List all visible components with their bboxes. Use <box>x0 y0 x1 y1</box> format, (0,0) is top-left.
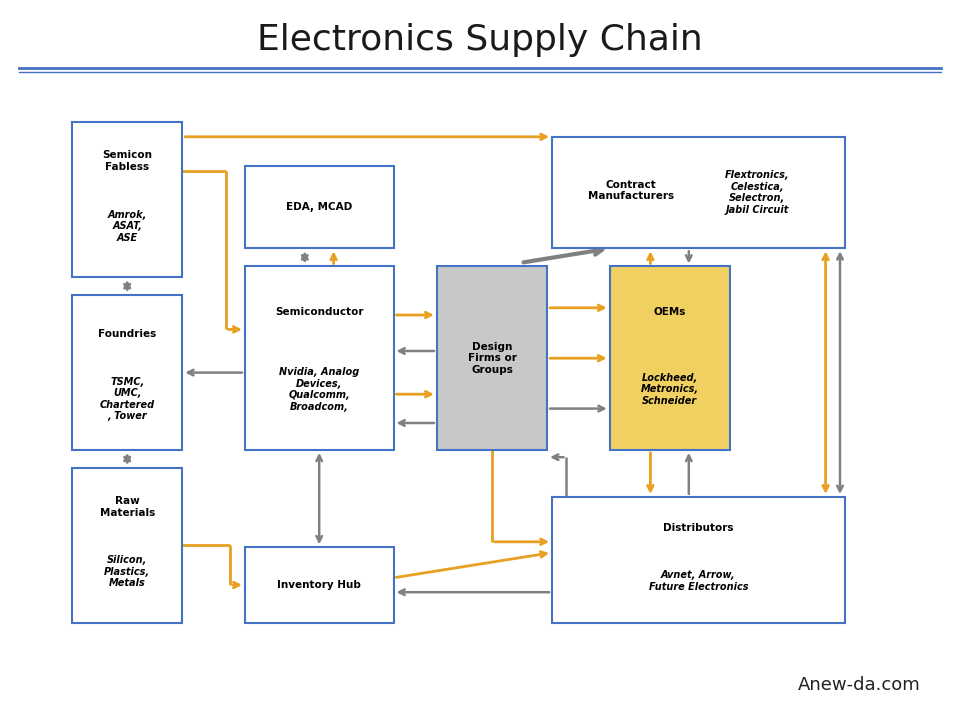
Text: Contract
Manufacturers: Contract Manufacturers <box>588 179 674 201</box>
Text: Silicon,
Plastics,
Metals: Silicon, Plastics, Metals <box>104 555 151 588</box>
Text: Nvidia, Analog
Devices,
Qualcomm,
Broadcom,: Nvidia, Analog Devices, Qualcomm, Broadc… <box>279 367 359 412</box>
FancyBboxPatch shape <box>552 497 845 623</box>
Text: Anew-da.com: Anew-da.com <box>798 677 921 694</box>
Text: Electronics Supply Chain: Electronics Supply Chain <box>257 22 703 57</box>
FancyBboxPatch shape <box>245 266 394 450</box>
FancyBboxPatch shape <box>610 266 730 450</box>
Text: Avnet, Arrow,
Future Electronics: Avnet, Arrow, Future Electronics <box>649 570 748 592</box>
Text: Inventory Hub: Inventory Hub <box>277 580 361 590</box>
Text: OEMs: OEMs <box>654 307 685 318</box>
FancyBboxPatch shape <box>437 266 547 450</box>
Text: Semicon
Fabless: Semicon Fabless <box>102 150 153 172</box>
FancyBboxPatch shape <box>72 295 182 450</box>
Text: Distributors: Distributors <box>663 523 733 534</box>
FancyBboxPatch shape <box>72 122 182 277</box>
Text: Lockheed,
Metronics,
Schneider: Lockheed, Metronics, Schneider <box>640 373 699 406</box>
Text: Foundries: Foundries <box>98 329 156 339</box>
Text: Amrok,
ASAT,
ASE: Amrok, ASAT, ASE <box>108 210 147 243</box>
Text: TSMC,
UMC,
Chartered
, Tower: TSMC, UMC, Chartered , Tower <box>100 377 155 421</box>
Text: Flextronics,
Celestica,
Selectron,
Jabil Circuit: Flextronics, Celestica, Selectron, Jabil… <box>725 170 789 215</box>
Text: Raw
Materials: Raw Materials <box>100 496 155 518</box>
FancyBboxPatch shape <box>552 137 845 248</box>
FancyBboxPatch shape <box>72 468 182 623</box>
Text: EDA, MCAD: EDA, MCAD <box>286 202 352 212</box>
FancyBboxPatch shape <box>245 547 394 623</box>
Text: Semiconductor: Semiconductor <box>275 307 364 318</box>
Text: Design
Firms or
Groups: Design Firms or Groups <box>468 341 516 375</box>
FancyBboxPatch shape <box>245 166 394 248</box>
